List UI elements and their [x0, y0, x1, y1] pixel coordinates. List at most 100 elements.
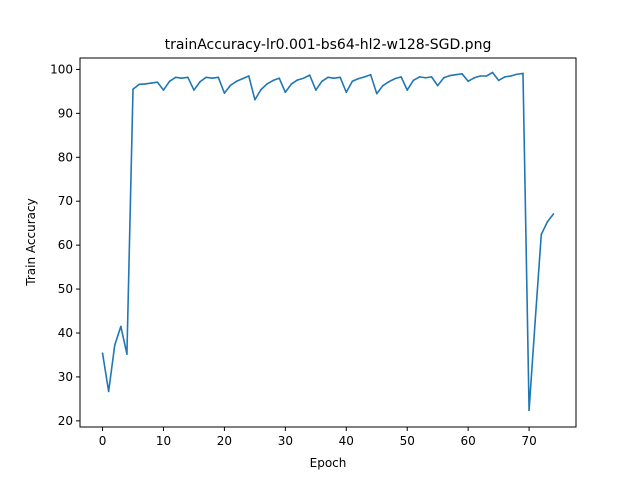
y-tick-label: 40 — [58, 326, 73, 340]
data-point — [247, 75, 250, 77]
data-point — [266, 83, 268, 85]
data-point — [497, 79, 500, 82]
data-point — [333, 77, 335, 80]
data-point — [284, 91, 287, 94]
y-tick-label: 100 — [50, 62, 73, 76]
data-point — [113, 344, 116, 347]
data-point — [388, 80, 390, 83]
data-point — [552, 213, 555, 215]
data-point — [174, 76, 177, 79]
data-point — [272, 79, 274, 82]
data-point — [321, 80, 323, 83]
data-point — [473, 76, 476, 79]
data-point — [528, 409, 530, 412]
x-axis-ticks: 0 10 20 30 40 50 60 70 — [99, 427, 537, 448]
data-point — [168, 80, 171, 83]
data-point — [406, 89, 409, 91]
x-tick-label: 0 — [99, 434, 107, 448]
data-point — [193, 89, 195, 91]
data-point — [223, 92, 226, 94]
data-point — [467, 80, 469, 83]
data-point — [522, 72, 524, 75]
y-tick-label: 90 — [58, 106, 73, 120]
y-axis-label: Train Accuracy — [24, 198, 38, 286]
y-tick-label: 30 — [58, 370, 73, 384]
series-line — [101, 71, 555, 412]
y-tick-label: 70 — [58, 194, 73, 208]
data-point — [217, 76, 220, 79]
data-point — [315, 89, 317, 91]
data-point — [260, 88, 262, 91]
data-point — [308, 74, 311, 76]
data-point — [375, 92, 378, 95]
y-tick-label: 80 — [58, 150, 73, 164]
axes-frame — [79, 57, 577, 428]
data-point — [351, 80, 354, 83]
data-point — [345, 91, 348, 94]
data-point — [479, 75, 482, 77]
y-axis-ticks: 20 30 40 50 60 70 80 90 100 — [50, 62, 80, 428]
chart-title: trainAccuracy-lr0.001-bs64-hl2-w128-SGD.… — [165, 37, 492, 53]
data-point — [241, 77, 244, 80]
data-point — [180, 77, 183, 80]
data-point — [144, 83, 146, 85]
data-point — [327, 76, 329, 79]
data-point — [546, 221, 549, 223]
data-point — [120, 325, 122, 328]
data-point — [510, 75, 512, 77]
data-point — [235, 80, 238, 83]
data-point — [540, 233, 543, 236]
x-axis-label: Epoch — [310, 456, 347, 470]
x-tick-label: 40 — [339, 434, 354, 448]
x-tick-label: 10 — [156, 434, 171, 448]
data-point — [302, 77, 305, 80]
data-point — [290, 83, 293, 85]
data-point — [211, 77, 214, 80]
data-point — [424, 76, 427, 79]
data-point — [363, 76, 366, 78]
data-point — [278, 77, 281, 80]
data-point — [296, 79, 299, 81]
data-point — [101, 352, 104, 355]
data-point — [491, 71, 494, 74]
data-point — [138, 83, 140, 86]
data-point — [516, 73, 518, 76]
data-point — [156, 81, 159, 83]
x-tick-label: 70 — [521, 434, 536, 448]
data-point — [357, 77, 360, 80]
data-point — [449, 74, 451, 77]
data-point — [150, 82, 153, 84]
y-tick-label: 50 — [58, 282, 73, 296]
y-tick-label: 60 — [58, 238, 73, 252]
x-tick-label: 20 — [217, 434, 232, 448]
data-point — [132, 88, 134, 90]
plot-area — [79, 57, 577, 428]
data-point — [461, 73, 463, 75]
data-point — [382, 84, 384, 87]
data-point — [162, 89, 165, 91]
data-point — [400, 76, 402, 78]
data-point — [339, 76, 341, 79]
data-point — [254, 98, 256, 101]
data-point — [436, 84, 439, 87]
data-point — [107, 390, 110, 393]
data-point — [412, 79, 415, 82]
data-point — [430, 76, 433, 78]
x-tick-label: 30 — [278, 434, 293, 448]
y-tick-label: 20 — [58, 414, 73, 428]
data-point — [187, 76, 189, 79]
x-tick-label: 60 — [461, 434, 476, 448]
data-point — [534, 320, 536, 322]
data-points — [101, 71, 555, 412]
data-point — [442, 76, 445, 79]
data-point — [503, 76, 506, 78]
data-point — [455, 73, 457, 76]
data-point — [229, 84, 232, 87]
x-tick-label: 50 — [400, 434, 415, 448]
data-point — [418, 76, 421, 78]
data-point — [369, 73, 372, 76]
data-point — [205, 76, 207, 79]
data-point — [394, 77, 396, 80]
data-point — [485, 75, 488, 77]
